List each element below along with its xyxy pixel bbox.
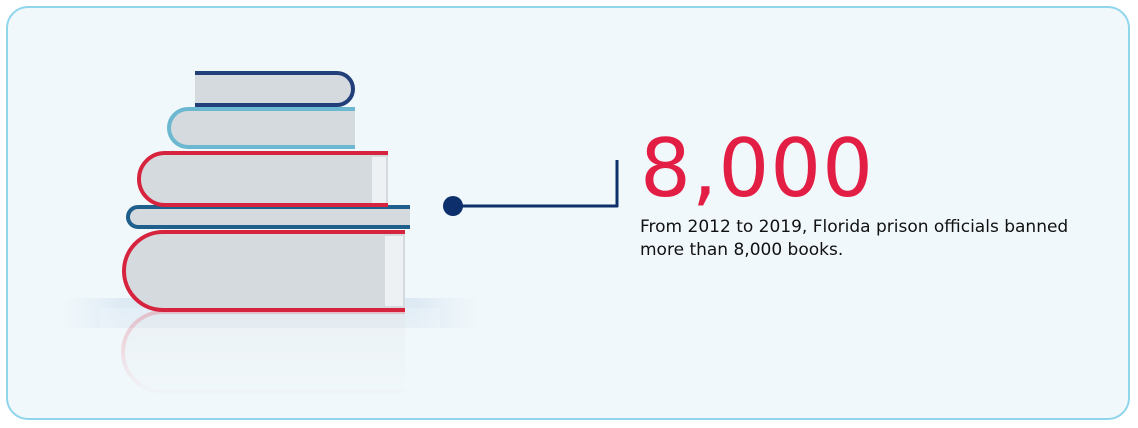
book (128, 207, 410, 227)
stat-number: 8,000 (640, 124, 874, 214)
books (124, 73, 410, 310)
book (195, 73, 353, 105)
stat-description: From 2012 to 2019, Florida prison offici… (640, 216, 1070, 262)
book (124, 232, 405, 310)
page: 8,000 From 2012 to 2019, Florida prison … (0, 0, 1138, 428)
book-pages (372, 157, 386, 203)
reflection-fade (100, 308, 440, 398)
book (139, 153, 388, 205)
book (169, 109, 355, 147)
illustration (0, 0, 1138, 428)
book-pages (385, 236, 403, 306)
